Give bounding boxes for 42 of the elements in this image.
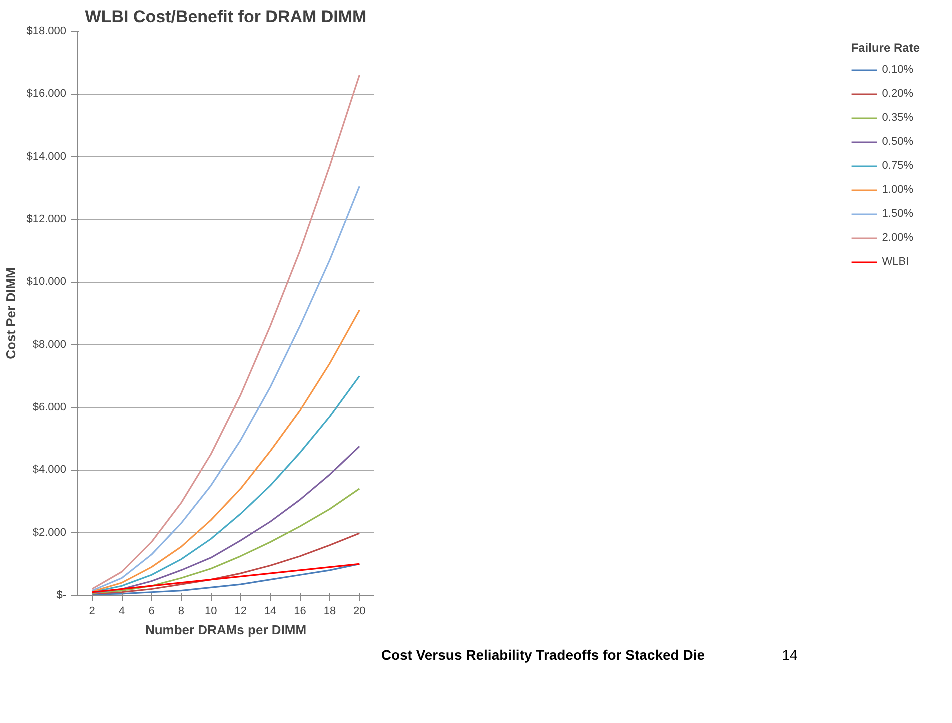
x-tick-label: 10 (205, 606, 218, 618)
legend-label: 2.00% (882, 232, 914, 244)
text: 14 (782, 646, 798, 665)
y-tick-label: $14.000 (26, 150, 67, 163)
y-tick-label: $12.000 (26, 214, 67, 226)
y-tick-label: $4.000 (32, 464, 67, 476)
y-tick-label: $2.000 (32, 526, 67, 539)
y-tick-label: $6.000 (32, 402, 67, 414)
x-tick-label: 8 (178, 606, 185, 618)
legend-label: 0.35% (882, 112, 914, 124)
legend-label: 1.00% (882, 184, 914, 196)
legend-label: 0.75% (882, 160, 914, 172)
x-tick-label: 20 (354, 606, 366, 618)
x-tick-label: 6 (148, 606, 155, 618)
line-series (92, 186, 360, 592)
y-tick-label: $16.000 (26, 88, 67, 100)
line-series (92, 446, 360, 594)
legend-label: 0.50% (882, 136, 914, 148)
x-tick-label: 2 (89, 606, 96, 618)
chart-title: WLBI Cost/Benefit for DRAM DIMM (85, 8, 367, 26)
x-tick-label: 18 (324, 606, 336, 618)
y-tick-label: $10.000 (26, 276, 67, 288)
text: Cost Versus Reliability Tradeoffs for Stacked Die (381, 646, 705, 665)
x-tick-label: 16 (294, 606, 306, 618)
x-tick-label: 4 (118, 606, 126, 618)
line-series (92, 532, 360, 595)
y-tick-label: $- (56, 590, 67, 602)
line-series (92, 488, 360, 594)
legend-title: Failure Rate (851, 41, 920, 55)
legend-label: WLBI (882, 256, 910, 268)
y-tick-label: $18.000 (26, 26, 67, 38)
x-axis-title: Number DRAMs per DIMM (145, 622, 307, 638)
x-tick-label: 14 (264, 606, 277, 618)
line-series (92, 74, 360, 590)
y-axis-title: Cost Per DIMM (4, 268, 19, 360)
x-tick-label: 12 (234, 606, 247, 618)
line-series (92, 310, 360, 593)
legend-label: 0.10% (882, 64, 914, 76)
y-tick-label: $8.000 (32, 338, 67, 351)
legend-label: 0.20% (882, 88, 914, 100)
legend-label: 1.50% (882, 208, 914, 220)
line-series (92, 375, 360, 594)
